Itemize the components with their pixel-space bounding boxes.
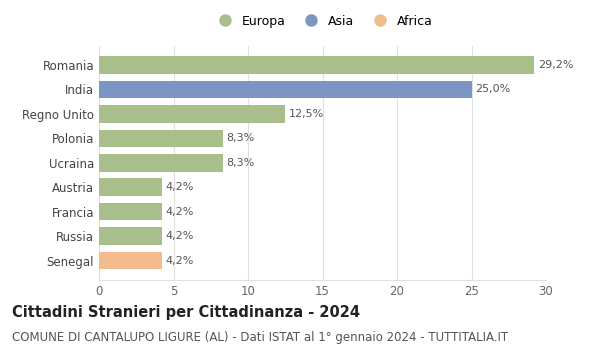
Text: 4,2%: 4,2% bbox=[166, 182, 194, 192]
Bar bbox=[99, 80, 472, 98]
Bar bbox=[99, 252, 161, 270]
Bar bbox=[99, 154, 223, 172]
Text: COMUNE DI CANTALUPO LIGURE (AL) - Dati ISTAT al 1° gennaio 2024 - TUTTITALIA.IT: COMUNE DI CANTALUPO LIGURE (AL) - Dati I… bbox=[12, 331, 508, 344]
Bar bbox=[99, 105, 285, 122]
Bar bbox=[99, 227, 161, 245]
Text: 12,5%: 12,5% bbox=[289, 109, 324, 119]
Text: 4,2%: 4,2% bbox=[166, 231, 194, 241]
Bar bbox=[99, 178, 161, 196]
Legend: Europa, Asia, Africa: Europa, Asia, Africa bbox=[207, 9, 438, 33]
Text: 4,2%: 4,2% bbox=[166, 206, 194, 217]
Text: 8,3%: 8,3% bbox=[226, 158, 254, 168]
Text: 29,2%: 29,2% bbox=[538, 60, 574, 70]
Text: 8,3%: 8,3% bbox=[226, 133, 254, 143]
Bar bbox=[99, 56, 534, 74]
Text: Cittadini Stranieri per Cittadinanza - 2024: Cittadini Stranieri per Cittadinanza - 2… bbox=[12, 304, 360, 320]
Bar bbox=[99, 130, 223, 147]
Text: 25,0%: 25,0% bbox=[475, 84, 511, 94]
Bar bbox=[99, 203, 161, 220]
Text: 4,2%: 4,2% bbox=[166, 256, 194, 266]
